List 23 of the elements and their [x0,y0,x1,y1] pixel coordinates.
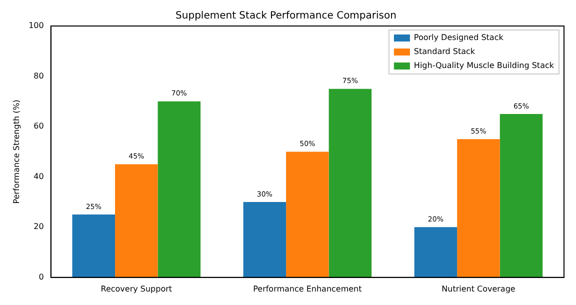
bar [243,202,286,278]
bar [158,101,201,278]
y-tick-label: 60 [34,122,44,131]
y-tick-label: 40 [34,172,44,181]
y-tick-label: 80 [34,71,44,80]
y-tick-label: 100 [28,21,44,30]
bar [286,152,329,278]
bar [328,88,372,278]
x-tick-label: Performance Enhancement [253,284,362,294]
y-axis-title: Performance Strength (%) [12,100,21,204]
y-tick-label: 0 [38,272,44,282]
legend-label: Standard Stack [414,47,476,56]
bar [500,114,543,278]
bar [414,227,458,278]
bar [457,139,500,278]
x-tick-label: Nutrient Coverage [442,284,516,294]
legend-label: Poorly Designed Stack [414,33,504,42]
bar [72,214,116,278]
x-tick-label: Recovery Support [100,284,172,294]
y-tick-label: 20 [34,222,44,232]
legend-label: High-Quality Muscle Building Stack [414,61,554,70]
bar [115,164,158,278]
chart-title: Supplement Stack Performance Comparison [176,10,396,22]
